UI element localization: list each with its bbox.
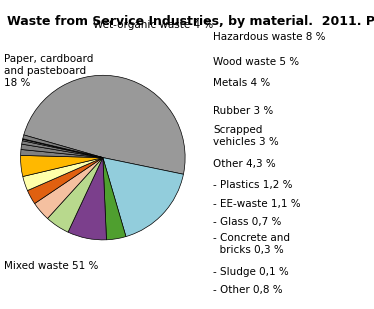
Wedge shape: [23, 135, 103, 158]
Text: Other 4,3 %: Other 4,3 %: [213, 159, 276, 169]
Text: Scrapped
vehicles 3 %: Scrapped vehicles 3 %: [213, 125, 279, 147]
Text: - Other 0,8 %: - Other 0,8 %: [213, 286, 283, 295]
Text: - Concrete and
  bricks 0,3 %: - Concrete and bricks 0,3 %: [213, 233, 290, 255]
Text: - Sludge 0,1 %: - Sludge 0,1 %: [213, 267, 289, 277]
Wedge shape: [103, 158, 183, 237]
Wedge shape: [68, 158, 107, 240]
Text: Rubber 3 %: Rubber 3 %: [213, 106, 273, 116]
Text: Paper, cardboard
and pasteboard
18 %: Paper, cardboard and pasteboard 18 %: [4, 54, 93, 88]
Text: - Plastics 1,2 %: - Plastics 1,2 %: [213, 180, 293, 190]
Wedge shape: [21, 150, 103, 158]
Text: Hazardous waste 8 %: Hazardous waste 8 %: [213, 32, 326, 42]
Text: Wet-organic waste 4 %: Wet-organic waste 4 %: [93, 20, 214, 30]
Text: Waste from Service Industries, by material.  2011. Per cent: Waste from Service Industries, by materi…: [7, 15, 374, 28]
Wedge shape: [35, 158, 103, 218]
Text: Mixed waste 51 %: Mixed waste 51 %: [4, 261, 98, 271]
Wedge shape: [47, 158, 103, 232]
Wedge shape: [103, 158, 126, 240]
Wedge shape: [27, 158, 103, 204]
Text: Wood waste 5 %: Wood waste 5 %: [213, 57, 299, 67]
Wedge shape: [23, 139, 103, 158]
Wedge shape: [24, 75, 185, 174]
Wedge shape: [22, 139, 103, 158]
Wedge shape: [21, 155, 103, 176]
Wedge shape: [23, 158, 103, 191]
Text: Metals 4 %: Metals 4 %: [213, 78, 270, 88]
Wedge shape: [21, 144, 103, 158]
Text: - EE-waste 1,1 %: - EE-waste 1,1 %: [213, 199, 301, 209]
Wedge shape: [22, 141, 103, 158]
Text: - Glass 0,7 %: - Glass 0,7 %: [213, 218, 282, 227]
